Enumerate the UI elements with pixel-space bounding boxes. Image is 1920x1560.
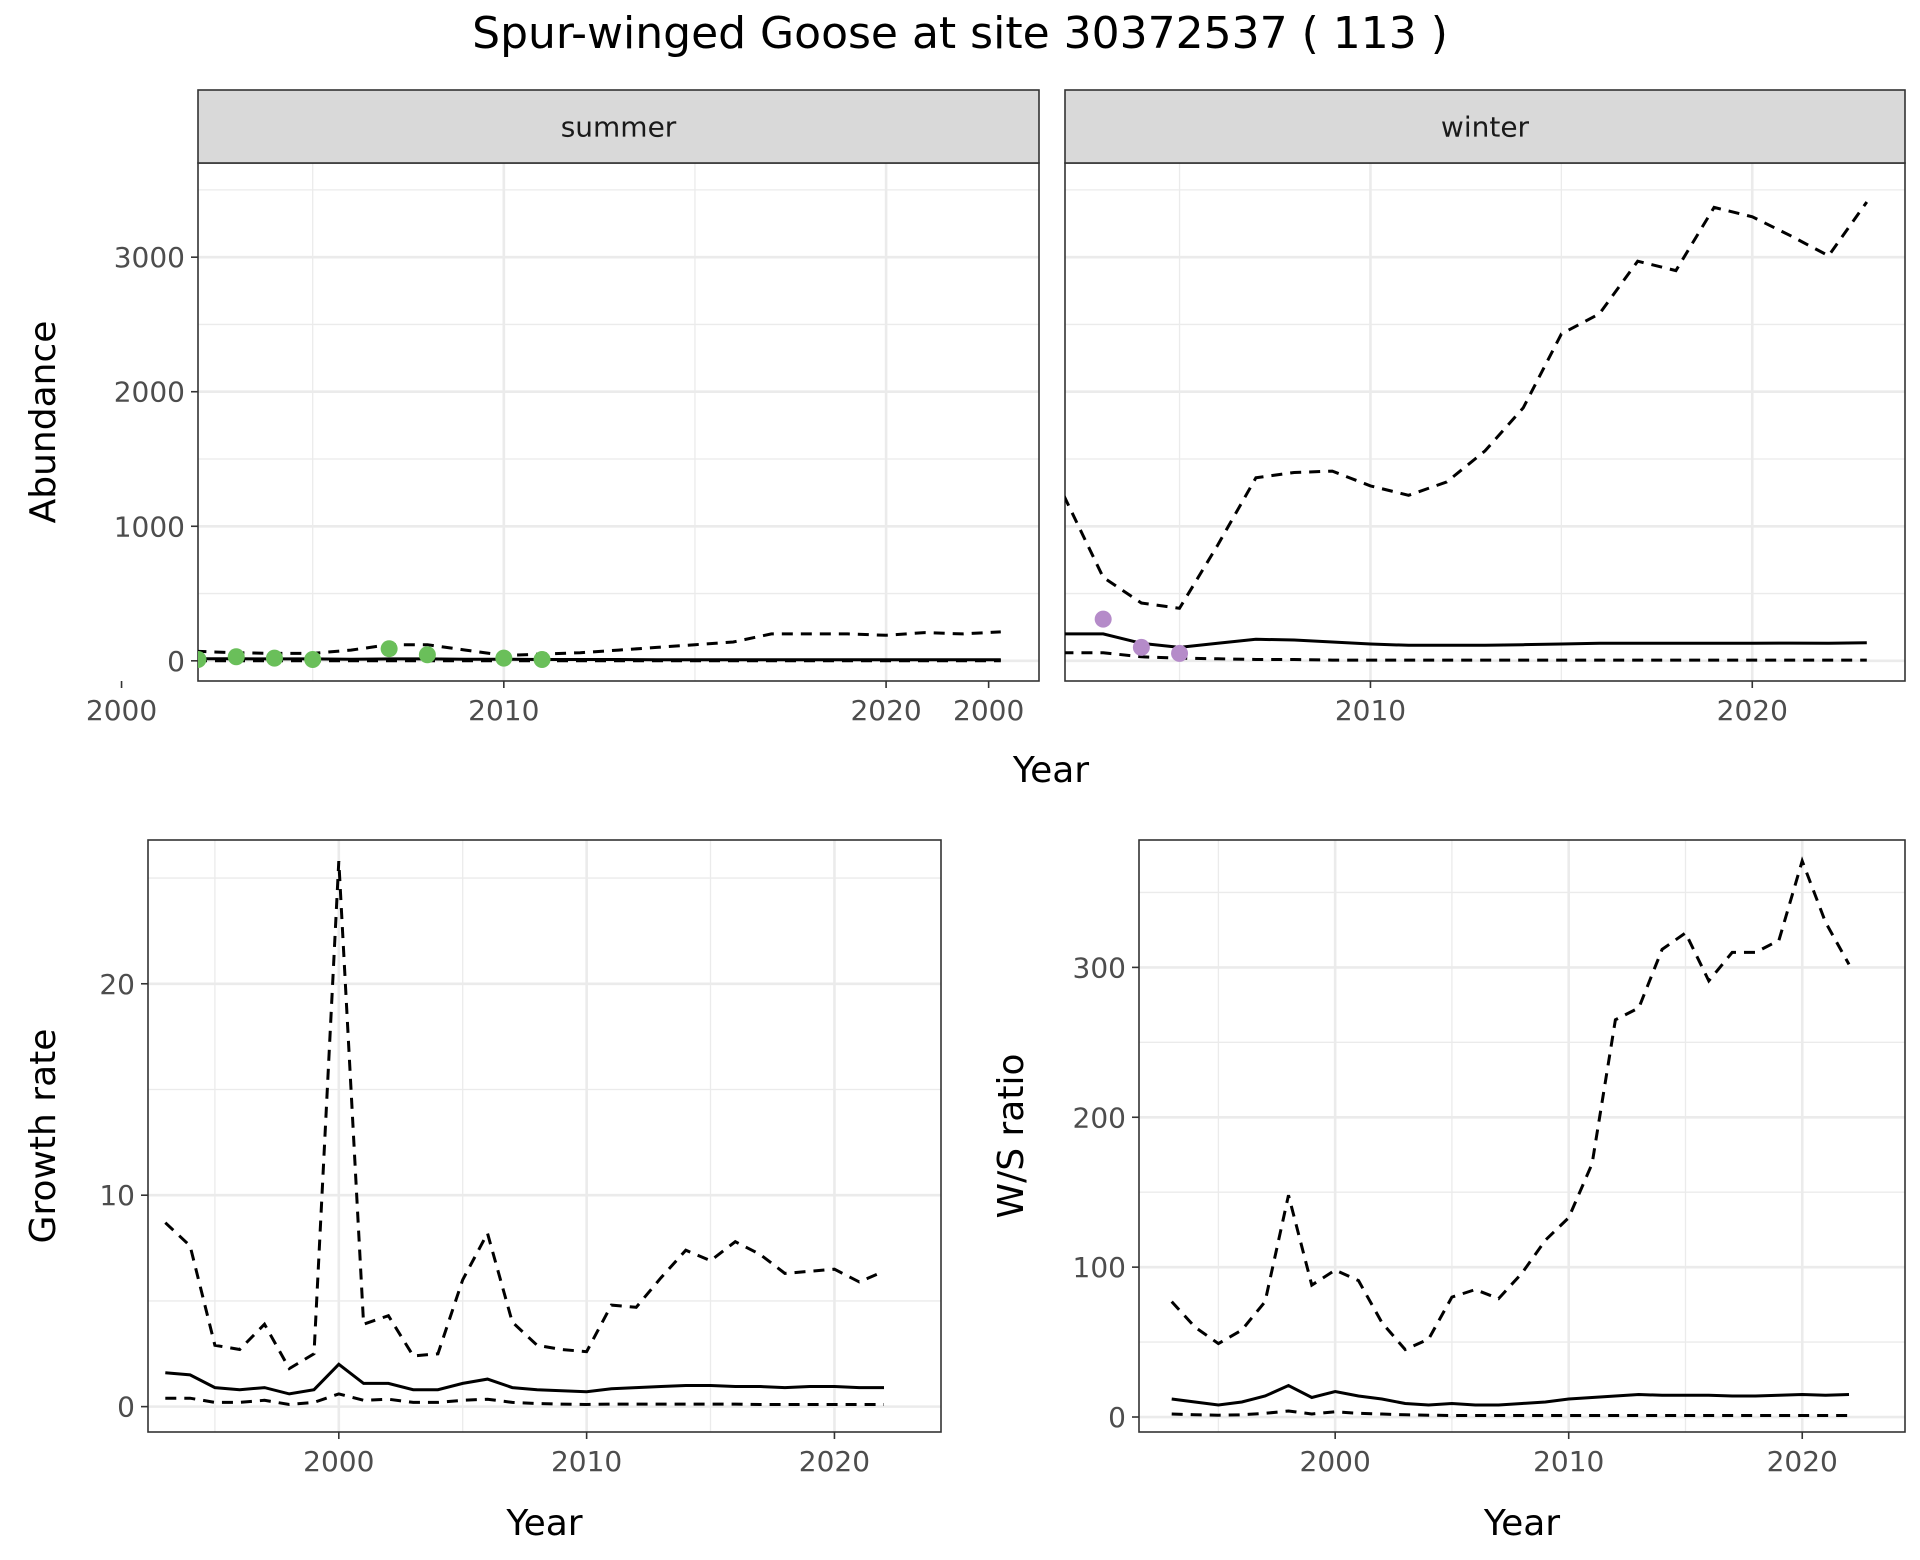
- growth-y-tick-label: 0: [117, 1391, 135, 1424]
- upper-bound-line: [1170, 856, 1851, 1352]
- ws_ratio-y-tick-label: 0: [1108, 1401, 1126, 1434]
- observed-point: [1171, 644, 1189, 662]
- growth-background: [148, 840, 941, 1432]
- observed-point: [265, 649, 283, 667]
- abundance-winter-background: [1065, 163, 1905, 681]
- growth-x-axis-label: Year: [505, 1503, 582, 1544]
- ws_ratio-x-tick-label: 2020: [1767, 1445, 1838, 1478]
- abundance-winter-x-tick-label: 2000: [953, 694, 1024, 727]
- abundance-y-axis-label: Abundance: [23, 321, 64, 524]
- ws_ratio-x-tick-label: 2010: [1533, 1445, 1604, 1478]
- facet-strip-label: summer: [561, 111, 677, 144]
- upper-bound-line: [164, 861, 885, 1371]
- ws_ratio-y-tick-label: 200: [1073, 1101, 1126, 1134]
- observed-point: [75, 652, 92, 669]
- mean-line: [165, 1362, 884, 1396]
- abundance-summer-x-tick-label: 2010: [468, 694, 539, 727]
- observed-point: [495, 649, 513, 667]
- observed-point: [0, 651, 15, 668]
- ws_ratio-y-axis-label: W/S ratio: [991, 1053, 1032, 1218]
- plot-area: [1170, 856, 1851, 1417]
- ws_ratio-background: [1139, 840, 1905, 1432]
- upper-bound-line: [198, 630, 1001, 657]
- observed-point: [418, 646, 436, 664]
- facet-strip-winter: [1064, 89, 1906, 164]
- lower-bound-line: [1065, 651, 1867, 662]
- plot-area: [1065, 201, 1869, 662]
- upper-bound-line: [1065, 201, 1869, 610]
- growth-y-tick-label: 20: [99, 968, 135, 1001]
- ws_ratio-x-axis-label: Year: [1483, 1503, 1560, 1544]
- abundance-winter-panel: 2000 2010 2020 winter: [953, 89, 1906, 727]
- abundance-summer-x-tick-label: 2000: [86, 694, 157, 727]
- abundance-summer-background: [198, 163, 1039, 681]
- growth-y-axis-label: Growth rate: [23, 1029, 64, 1244]
- abundance-summer-y-tick-label: 0: [167, 645, 185, 678]
- observed-point: [304, 650, 322, 668]
- ws_ratio-x-tick-label: 2000: [1300, 1445, 1371, 1478]
- growth-y-tick-label: 10: [99, 1179, 135, 1212]
- observed-point: [1132, 638, 1150, 656]
- growth-x-tick-label: 2000: [303, 1445, 374, 1478]
- ws_ratio-frame: [1138, 839, 1906, 1433]
- observed-point: [380, 640, 398, 658]
- abundance-summer-x-tick-label: 2020: [850, 694, 921, 727]
- growth-x-tick-label: 2010: [551, 1445, 622, 1478]
- plot-area: [0, 629, 1001, 669]
- abundance-summer-y-tick-label: 1000: [114, 510, 185, 543]
- observed-point: [151, 629, 168, 646]
- abundance-summer-y-tick-label: 3000: [114, 241, 185, 274]
- abundance-summer-y-tick-label: 2000: [114, 376, 185, 409]
- observed-point: [198, 650, 207, 668]
- abundance-x-axis-label: Year: [1012, 750, 1089, 791]
- facet-strip-label: winter: [1441, 111, 1530, 144]
- abundance-winter-x-tick-label: 2020: [1717, 694, 1788, 727]
- facet-strip-summer: [197, 89, 1040, 164]
- observed-point: [113, 652, 130, 669]
- growth-frame: [147, 839, 942, 1433]
- abundance-summer-panel: 0 1000 2000 3000 2000 2010 2020 summer: [0, 89, 1040, 727]
- mean-line: [1171, 1383, 1850, 1407]
- mean-line: [1065, 632, 1867, 649]
- observed-point: [533, 650, 551, 668]
- abundance-winter-x-tick-label: 2010: [1335, 694, 1406, 727]
- ws_ratio-y-tick-label: 100: [1073, 1251, 1126, 1284]
- growth-panel: 0 10 20 2000 2010 2020: [99, 839, 942, 1478]
- ws_ratio-panel: 0 100 200 300 2000 2010 2020: [1073, 839, 1906, 1478]
- growth-x-tick-label: 2020: [799, 1445, 870, 1478]
- plot-area: [164, 861, 885, 1407]
- observed-point: [1094, 610, 1112, 628]
- lower-bound-line: [165, 1392, 884, 1407]
- ws_ratio-y-tick-label: 300: [1073, 951, 1126, 984]
- observed-point: [227, 648, 245, 666]
- figure-title: Spur-winged Goose at site 30372537 ( 113…: [472, 8, 1448, 59]
- observed-point: [37, 641, 54, 658]
